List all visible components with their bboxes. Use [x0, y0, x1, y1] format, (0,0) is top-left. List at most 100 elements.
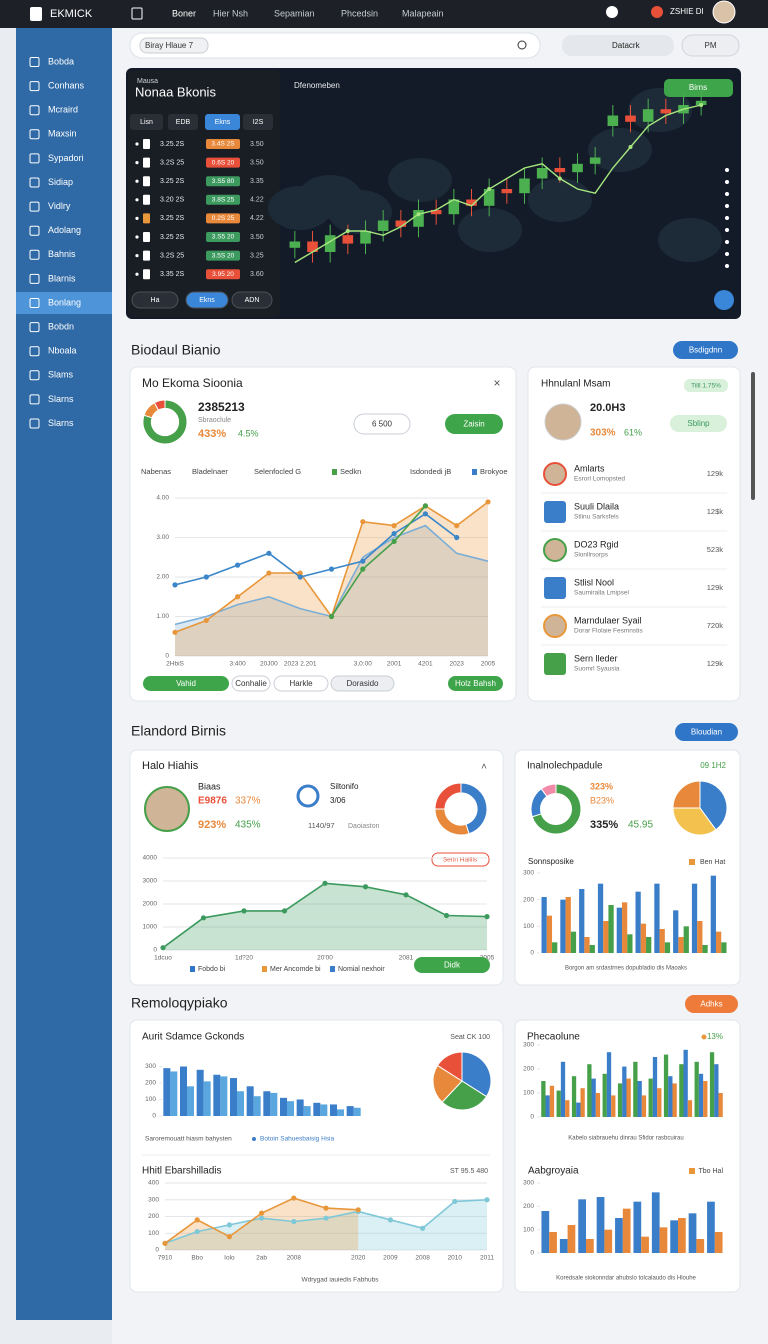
sidebar-item[interactable]: Slarns — [48, 394, 74, 404]
card-title: Mo Ekoma Sioonia — [142, 376, 243, 390]
panel-button-label[interactable]: ADN — [245, 297, 260, 304]
panel-button-label[interactable]: Ha — [151, 297, 160, 304]
search-chip — [139, 37, 209, 54]
panel-button[interactable] — [185, 291, 229, 309]
nav-link[interactable]: Malapeain — [402, 8, 444, 18]
icon — [296, 784, 320, 808]
button[interactable] — [675, 723, 738, 741]
bar — [560, 1061, 566, 1117]
button-label[interactable]: Zaisin — [463, 420, 484, 429]
sidebar-item[interactable]: Slarns — [48, 418, 74, 428]
item-icon — [544, 501, 566, 523]
trend-point — [487, 187, 492, 191]
pie-slice — [672, 780, 701, 809]
button-label[interactable]: Vahid — [176, 679, 196, 688]
sidebar-item[interactable]: Sidiap — [48, 177, 73, 187]
sidebar-icon — [29, 201, 40, 212]
x-tick-label: 2009 — [383, 1255, 398, 1262]
point — [235, 594, 241, 600]
button[interactable] — [143, 676, 229, 691]
x-tick-label: 1dcuo — [154, 955, 172, 962]
sidebar-item[interactable]: Blarnis — [48, 273, 76, 283]
search-input[interactable]: Biray Hlaue 7 — [145, 41, 194, 50]
filter-label[interactable]: Datacrk — [612, 41, 641, 50]
bar — [580, 1088, 585, 1117]
nav-link[interactable]: Hier Nsh — [213, 8, 248, 18]
tab[interactable] — [130, 114, 163, 130]
sidebar-item[interactable]: Bobda — [48, 56, 74, 66]
button-label[interactable]: PM — [705, 41, 717, 50]
button[interactable] — [685, 995, 738, 1013]
candle-body — [572, 163, 583, 173]
button[interactable] — [445, 414, 503, 434]
sidebar-item[interactable]: Sypadori — [48, 153, 84, 163]
button-label[interactable]: Holz Bahsh — [455, 679, 496, 688]
tab[interactable] — [168, 114, 198, 130]
nav-link[interactable]: Sepamian — [274, 8, 315, 18]
panel-button[interactable] — [131, 291, 179, 309]
button[interactable] — [353, 413, 411, 435]
label: 2385213 — [198, 400, 245, 414]
sidebar-item[interactable]: Conhans — [48, 80, 85, 90]
bar — [715, 931, 722, 953]
button[interactable] — [670, 415, 727, 432]
label: Sonnsposike — [528, 857, 574, 866]
button-label[interactable]: Bsdigdnn — [689, 346, 722, 355]
button-label[interactable]: Bloudian — [691, 728, 722, 737]
tab[interactable] — [243, 114, 273, 130]
bar — [627, 934, 633, 953]
tab-label[interactable]: EDB — [176, 119, 191, 126]
panel-button[interactable] — [231, 291, 273, 309]
bar — [163, 1068, 171, 1116]
nav-link[interactable]: Phcedsin — [341, 8, 378, 18]
value-badge — [206, 232, 240, 242]
sidebar-item[interactable]: Nboala — [48, 346, 77, 356]
tab[interactable] — [205, 114, 240, 130]
label: 523k — [707, 545, 724, 554]
button[interactable] — [273, 675, 329, 692]
button-label[interactable]: Sblinp — [687, 419, 710, 428]
point — [362, 884, 369, 890]
axis-label: Koredsale siokonndar ahubslo tolcalaudo … — [556, 1276, 696, 1282]
sidebar-item[interactable]: Maxsin — [48, 129, 77, 139]
y-tick-label: 200 — [148, 1213, 159, 1220]
tab-label[interactable]: Ekns — [215, 119, 231, 126]
sidebar-item[interactable]: Bobdn — [48, 321, 74, 331]
button[interactable] — [448, 676, 503, 691]
button-label[interactable]: Dorasido — [346, 679, 379, 688]
sidebar-item[interactable]: Slams — [48, 370, 74, 380]
legend-swatch — [262, 966, 267, 972]
nav-link[interactable]: Boner — [172, 8, 196, 18]
bar — [659, 929, 665, 953]
sidebar-icon — [29, 177, 40, 188]
panel-button-label[interactable]: Ekns — [199, 297, 215, 304]
button[interactable] — [681, 34, 740, 57]
button-label[interactable]: 6 500 — [372, 420, 393, 429]
sidebar-item[interactable]: Mcraird — [48, 105, 78, 115]
sidebar-item[interactable]: Adolang — [48, 225, 81, 235]
button[interactable] — [231, 675, 271, 692]
sidebar-item[interactable]: Bonlang — [48, 297, 81, 307]
close-icon: × — [493, 376, 500, 390]
button-label[interactable]: Harkle — [289, 679, 313, 688]
button[interactable] — [414, 957, 490, 973]
button[interactable] — [330, 675, 395, 692]
button[interactable] — [673, 341, 738, 359]
tab-label[interactable]: Lisn — [140, 119, 153, 126]
card-title: Halo Hiahis — [142, 760, 199, 772]
sidebar-item[interactable]: Vidlry — [48, 201, 71, 211]
map-land — [528, 178, 592, 222]
point — [259, 1210, 265, 1216]
y-tick-label: 0 — [530, 1114, 534, 1121]
button-label[interactable]: Adhks — [700, 1000, 722, 1009]
panel-title: Nonaa Bkonis — [135, 84, 216, 99]
button-label[interactable]: Conhalie — [235, 679, 267, 688]
bar — [246, 1086, 254, 1116]
button-label[interactable]: Didk — [444, 961, 461, 970]
menu-icon — [131, 7, 143, 20]
filter[interactable] — [562, 35, 674, 56]
bar — [697, 921, 703, 953]
tab-label[interactable]: I2S — [253, 119, 264, 126]
pager-dot — [725, 216, 729, 220]
sidebar-item[interactable]: Bahnis — [48, 249, 76, 259]
